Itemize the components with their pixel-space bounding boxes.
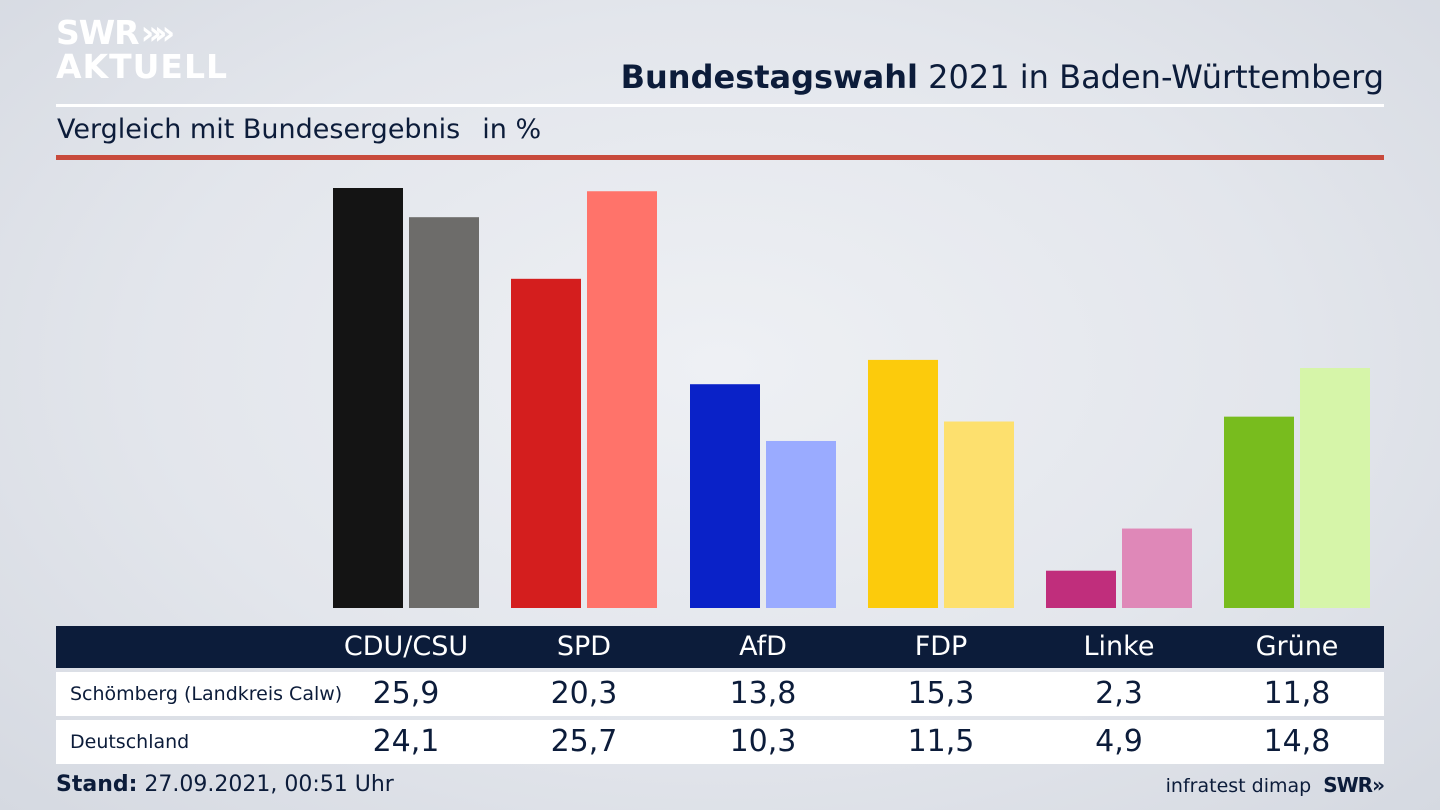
bar-national-4 bbox=[1122, 528, 1192, 608]
source-credit: infratest dimap SWR» bbox=[1165, 773, 1385, 797]
bar-national-2 bbox=[766, 440, 836, 608]
value-cell-local-3: 15,3 bbox=[907, 676, 975, 711]
unit-label: in % bbox=[482, 114, 542, 145]
value-cell-national-5: 14,8 bbox=[1263, 724, 1331, 759]
bar-local-5 bbox=[1224, 416, 1294, 608]
value-cell-national-1: 25,7 bbox=[550, 724, 618, 759]
chart-subtitle: Vergleich mit Bundesergebnis in % bbox=[57, 114, 541, 145]
value-cell-national-3: 11,5 bbox=[907, 724, 975, 759]
swr-footer-arrows-icon: » bbox=[1372, 773, 1385, 797]
bar-national-1 bbox=[587, 191, 657, 609]
value-cell-local-0: 25,9 bbox=[372, 676, 440, 711]
column-header-0: CDU/CSU bbox=[343, 631, 469, 662]
bar-chart bbox=[333, 188, 1370, 609]
bar-local-4 bbox=[1046, 570, 1116, 608]
column-header-5: Grüne bbox=[1255, 631, 1339, 662]
value-cell-local-5: 11,8 bbox=[1263, 676, 1331, 711]
swr-footer-text: SWR bbox=[1323, 773, 1373, 797]
stand-value: 27.09.2021, 00:51 Uhr bbox=[144, 772, 394, 797]
table-row-national: Deutschland 24,1 25,7 10,3 11,5 4,9 14,8 bbox=[56, 720, 1384, 764]
bar-local-0 bbox=[333, 188, 403, 608]
value-cell-local-4: 2,3 bbox=[1095, 676, 1143, 711]
table-row-local: Schömberg (Landkreis Calw) 25,9 20,3 13,8 1… bbox=[56, 672, 1384, 716]
title-bold: Bundestagswahl bbox=[620, 58, 918, 96]
column-header-2: AfD bbox=[739, 631, 787, 662]
swr-footer-logo: SWR» bbox=[1323, 773, 1385, 797]
table-header-row: CDU/CSU SPD AfD FDP Linke Grüne bbox=[56, 626, 1384, 668]
swr-aktuell-logo: SWR»» AKTUELL bbox=[56, 16, 228, 84]
source-label: infratest dimap bbox=[1165, 775, 1312, 797]
chart-title: Bundestagswahl 2021 in Baden-Württemberg bbox=[621, 58, 1384, 96]
value-cell-national-4: 4,9 bbox=[1095, 724, 1143, 759]
column-header-1: SPD bbox=[556, 631, 612, 662]
bar-local-3 bbox=[868, 359, 938, 608]
bar-national-5 bbox=[1300, 368, 1370, 608]
logo-aktuell: AKTUELL bbox=[56, 47, 229, 86]
value-cell-national-0: 24,1 bbox=[372, 724, 440, 759]
subtitle-text: Vergleich mit Bundesergebnis bbox=[57, 114, 461, 145]
results-table: CDU/CSU SPD AfD FDP Linke Grüne Schömberg (La… bbox=[56, 626, 1384, 764]
column-header-4: Linke bbox=[1083, 631, 1155, 662]
title-divider bbox=[56, 104, 1384, 107]
logo-swr: SWR bbox=[56, 13, 140, 52]
value-cell-local-2: 13,8 bbox=[729, 676, 797, 711]
value-cell-local-1: 20,3 bbox=[550, 676, 618, 711]
bar-national-0 bbox=[409, 217, 479, 608]
bar-local-2 bbox=[690, 384, 760, 608]
stand-label: Stand: bbox=[56, 772, 138, 797]
row-label-national: Deutschland bbox=[70, 731, 190, 753]
bar-national-3 bbox=[944, 421, 1014, 608]
bar-local-1 bbox=[511, 278, 581, 608]
title-rest: 2021 in Baden-Württemberg bbox=[917, 58, 1384, 96]
row-label-local: Schömberg (Landkreis Calw) bbox=[70, 683, 343, 705]
column-header-3: FDP bbox=[914, 631, 968, 662]
timestamp: Stand: 27.09.2021, 00:51 Uhr bbox=[56, 772, 394, 797]
subtitle-divider bbox=[56, 155, 1384, 160]
value-cell-national-2: 10,3 bbox=[729, 724, 797, 759]
